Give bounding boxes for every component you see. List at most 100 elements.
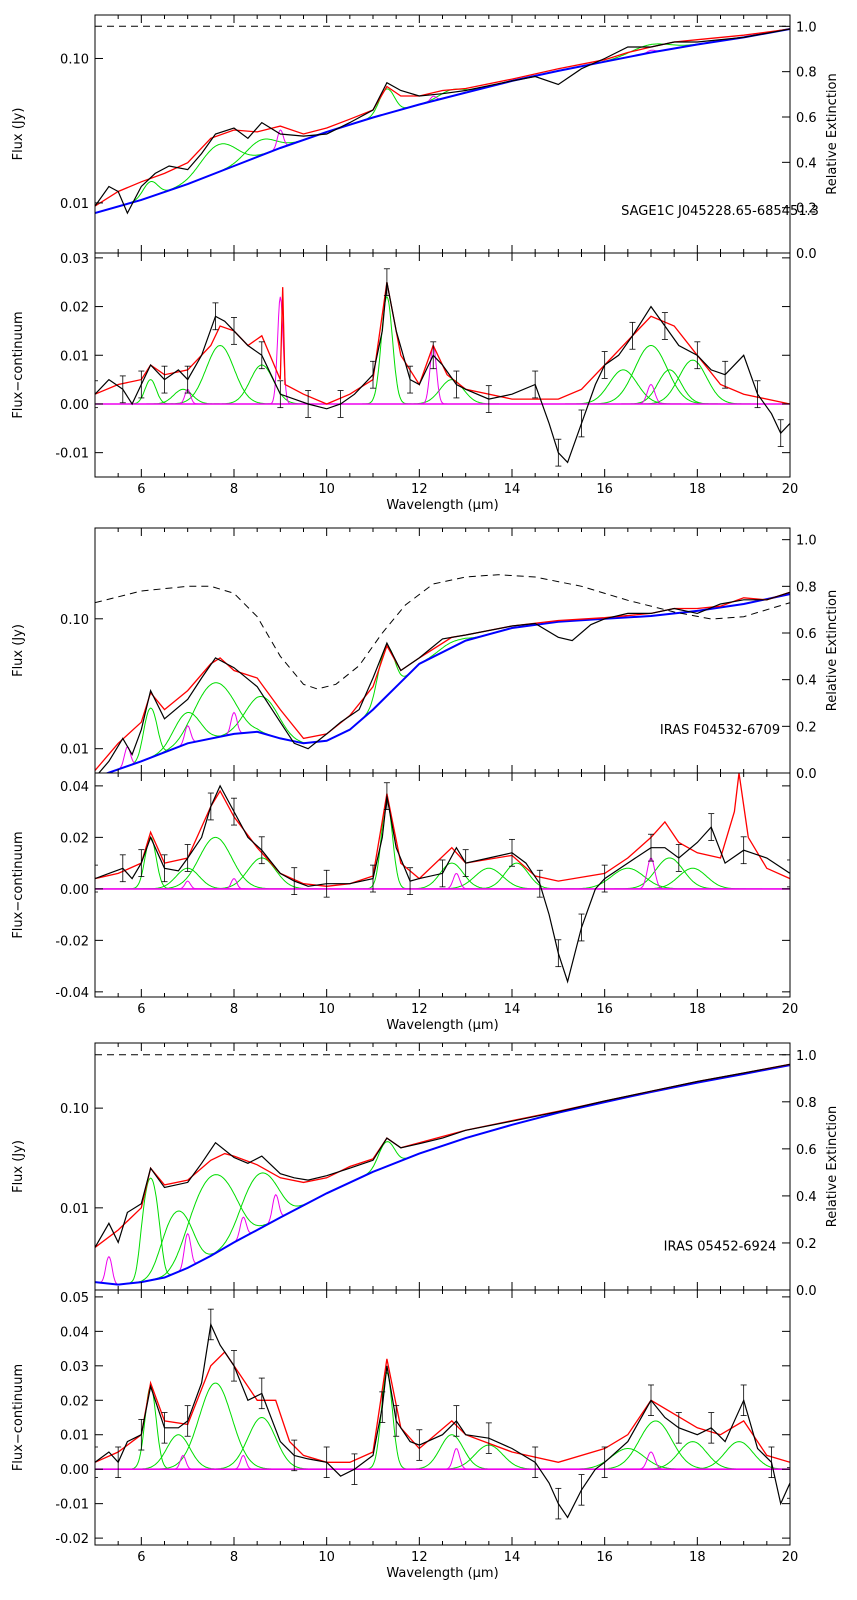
y-tick-label: 0.01 bbox=[60, 349, 89, 364]
y2-tick-label: 0.6 bbox=[796, 1143, 817, 1158]
x-axis-title: Wavelength (μm) bbox=[386, 1018, 498, 1033]
green-component-curve bbox=[351, 646, 422, 729]
panel-3: 0.01 0.10 0.0 0.2 0.4 0.6 0.8 1.0 Relative Extin… bbox=[11, 527, 840, 782]
y2-axis-title: Relative Extinction bbox=[825, 590, 840, 711]
green-component-curve bbox=[192, 1416, 332, 1470]
observed-spectrum-line bbox=[95, 1063, 790, 1248]
y-tick-label: 0.01 bbox=[60, 1202, 89, 1217]
green-component-curve bbox=[393, 379, 510, 405]
green-component-curve bbox=[623, 1441, 763, 1470]
y2-tick-label: 0.2 bbox=[796, 202, 817, 217]
model-fit-line bbox=[95, 1350, 790, 1463]
y-tick-label: 0.01 bbox=[60, 743, 89, 758]
y-tick-label: 0.02 bbox=[60, 831, 89, 846]
observed-spectrum-line bbox=[95, 28, 790, 215]
y2-tick-label: 0.0 bbox=[796, 767, 817, 782]
y2-tick-label: 0.2 bbox=[796, 1237, 817, 1252]
x-tick-label: 12 bbox=[411, 1550, 428, 1565]
green-component-curve bbox=[120, 1210, 237, 1285]
plot-area bbox=[95, 1308, 790, 1520]
x-tick-label: 18 bbox=[689, 482, 706, 497]
x-tick-label: 20 bbox=[782, 482, 799, 497]
plot-area bbox=[95, 1054, 790, 1286]
x-tick-label: 8 bbox=[230, 1002, 238, 1017]
y2-axis-title: Relative Extinction bbox=[825, 73, 840, 194]
magenta-component-curve bbox=[440, 1448, 473, 1470]
plot-area bbox=[95, 574, 790, 773]
model-fit-line bbox=[95, 1063, 790, 1249]
x-tick-label: 18 bbox=[689, 1550, 706, 1565]
x-tick-label: 12 bbox=[411, 1002, 428, 1017]
magenta-component-curve bbox=[173, 725, 202, 750]
x-tick-label: 14 bbox=[504, 482, 521, 497]
magenta-component-curve bbox=[632, 1451, 670, 1470]
green-component-curve bbox=[611, 369, 728, 405]
x-tick-label: 16 bbox=[596, 482, 613, 497]
y-tick-label: 0.00 bbox=[60, 398, 89, 413]
y-tick-label: 0.10 bbox=[60, 52, 89, 67]
y-tick-label: 0.03 bbox=[60, 252, 89, 267]
green-component-curve bbox=[203, 364, 320, 405]
y-tick-label: 0.04 bbox=[60, 780, 89, 795]
green-component-curve bbox=[553, 369, 693, 405]
y-tick-label: 0.10 bbox=[60, 1102, 89, 1117]
y-tick-label: -0.01 bbox=[55, 447, 89, 462]
y2-tick-label: 0.2 bbox=[796, 720, 817, 735]
y2-tick-label: 1.0 bbox=[796, 20, 817, 35]
x-tick-label: 10 bbox=[318, 482, 335, 497]
x-tick-label: 20 bbox=[782, 1550, 799, 1565]
plot-area bbox=[95, 773, 790, 984]
y-tick-label: 0.10 bbox=[60, 613, 89, 628]
magenta-component-curve bbox=[632, 857, 670, 890]
x-tick-label: 16 bbox=[596, 1002, 613, 1017]
model-fit-line bbox=[95, 28, 790, 207]
y-tick-label: 0.02 bbox=[60, 301, 89, 316]
y-tick-label: 0.04 bbox=[60, 1325, 89, 1340]
y-tick-label: 0.00 bbox=[60, 883, 89, 898]
x-tick-label: 6 bbox=[137, 1550, 145, 1565]
observed-spectrum-line bbox=[98, 591, 790, 773]
green-component-curve bbox=[192, 1172, 332, 1266]
magenta-component-curve bbox=[95, 1255, 123, 1285]
continuum-line bbox=[104, 593, 790, 773]
x-axis-title: Wavelength (μm) bbox=[386, 498, 498, 513]
green-component-curve bbox=[134, 682, 297, 765]
magenta-component-curve bbox=[220, 878, 248, 890]
source-label: SAGE1C J045228.65-685451.3 bbox=[621, 204, 819, 219]
x-tick-label: 8 bbox=[230, 482, 238, 497]
y2-axis-title: Relative Extinction bbox=[825, 1106, 840, 1227]
panel-4: 6 8 10 12 14 16 18 20 -0.04 -0.02 0.00 0.02 0.04 Flux… bbox=[11, 772, 799, 1033]
extinction-curve bbox=[95, 574, 790, 690]
green-component-curve bbox=[419, 867, 559, 890]
x-tick-label: 14 bbox=[504, 1550, 521, 1565]
green-component-curve bbox=[122, 379, 179, 405]
y-tick-label: -0.02 bbox=[55, 934, 89, 949]
y2-tick-label: 0.0 bbox=[796, 247, 817, 262]
observed-spectrum-line bbox=[95, 282, 790, 464]
y2-tick-label: 0.8 bbox=[796, 1096, 817, 1111]
x-tick-label: 20 bbox=[782, 1002, 799, 1017]
x-tick-label: 10 bbox=[318, 1550, 335, 1565]
x-tick-label: 18 bbox=[689, 1002, 706, 1017]
continuum-line bbox=[95, 1064, 790, 1286]
green-component-curve bbox=[129, 712, 246, 766]
x-tick-label: 6 bbox=[137, 482, 145, 497]
plot-area bbox=[95, 25, 790, 215]
y-tick-label: 0.01 bbox=[60, 1429, 89, 1444]
x-tick-label: 12 bbox=[411, 482, 428, 497]
y2-tick-label: 0.6 bbox=[796, 111, 817, 126]
x-axis-title: Wavelength (μm) bbox=[386, 1566, 498, 1581]
y-tick-label: 0.02 bbox=[60, 1394, 89, 1409]
panel-5: 0.01 0.10 0.0 0.2 0.4 0.6 0.8 1.0 Relative Extin… bbox=[11, 1042, 840, 1299]
y-tick-label: -0.01 bbox=[55, 1498, 89, 1513]
continuum-line bbox=[95, 28, 790, 215]
x-tick-label: 16 bbox=[596, 1550, 613, 1565]
source-label: IRAS F04532-6709 bbox=[660, 723, 780, 738]
y2-tick-label: 0.4 bbox=[796, 674, 817, 689]
green-component-curve bbox=[359, 800, 415, 890]
y2-tick-label: 0.0 bbox=[796, 1284, 817, 1299]
y2-tick-label: 0.6 bbox=[796, 627, 817, 642]
y-tick-label: 0.00 bbox=[60, 1463, 89, 1478]
y-tick-label: 0.03 bbox=[60, 1360, 89, 1375]
y-axis-title: Flux−continuum bbox=[11, 311, 26, 418]
